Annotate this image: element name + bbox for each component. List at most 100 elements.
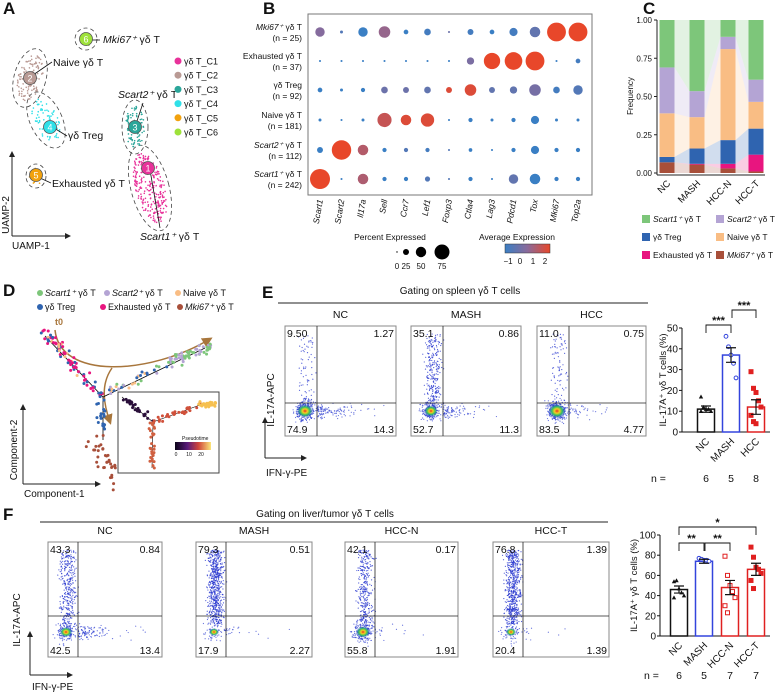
cell-dot xyxy=(54,135,56,138)
expression-dot xyxy=(483,52,501,70)
event-dot xyxy=(367,562,369,564)
y-tick-label: 0.75 xyxy=(636,54,652,63)
cell-dot xyxy=(137,195,140,197)
event-dot xyxy=(561,387,564,389)
event-dot xyxy=(58,607,61,609)
cell-dot xyxy=(58,129,61,131)
cell-dot xyxy=(35,100,38,103)
event-dot xyxy=(215,602,217,604)
event-dot xyxy=(519,590,521,593)
event-dot xyxy=(365,578,368,580)
event-dot xyxy=(428,360,430,362)
event-dot xyxy=(362,587,364,589)
event-dot xyxy=(363,577,365,579)
event-dot xyxy=(504,619,507,621)
event-dot xyxy=(431,378,434,380)
event-dot xyxy=(205,600,207,602)
event-dot xyxy=(337,417,339,420)
event-dot xyxy=(428,366,430,368)
cell-type: Naive γδ T xyxy=(53,57,104,69)
event-dot xyxy=(126,629,128,632)
event-dot xyxy=(444,404,446,406)
cell-dot xyxy=(136,171,138,174)
expression-dot xyxy=(403,29,409,35)
event-dot xyxy=(211,576,213,578)
event-dot xyxy=(75,580,77,582)
cell-dot xyxy=(38,78,40,80)
event-dot xyxy=(85,636,88,639)
event-dot xyxy=(435,365,437,367)
size-legend-tick: 50 xyxy=(417,262,426,271)
event-dot xyxy=(430,368,432,370)
event-dot xyxy=(212,617,215,619)
event-dot xyxy=(216,609,218,611)
event-dot xyxy=(223,561,226,564)
cell-dot xyxy=(159,185,161,188)
event-dot xyxy=(432,363,434,365)
event-dot xyxy=(66,550,68,552)
event-dot xyxy=(478,405,481,407)
event-dot xyxy=(73,587,76,589)
event-dot xyxy=(353,412,355,414)
cell-dot xyxy=(56,117,59,119)
annotation-line xyxy=(39,177,52,184)
event-dot xyxy=(208,605,210,608)
event-dot xyxy=(298,389,301,391)
event-dot xyxy=(213,574,215,576)
event-dot xyxy=(218,582,220,584)
cell-dot xyxy=(198,348,202,352)
cell-dot xyxy=(169,357,173,361)
expression-dot xyxy=(490,148,494,152)
event-dot xyxy=(221,623,223,625)
event-dot xyxy=(349,631,352,633)
cell-dot xyxy=(160,220,162,223)
flow-band xyxy=(735,49,749,141)
expression-dot xyxy=(554,176,559,182)
gene-label: Ccr7 xyxy=(398,198,411,218)
event-dot xyxy=(553,357,555,359)
category-label: NC xyxy=(656,178,674,196)
event-dot xyxy=(214,591,216,593)
gene-label: Lag3 xyxy=(484,198,497,219)
cell-dot xyxy=(153,220,156,223)
event-dot xyxy=(439,387,441,389)
event-dot xyxy=(434,395,436,397)
event-dot xyxy=(101,635,103,637)
event-dot xyxy=(547,407,549,410)
event-dot xyxy=(355,590,357,592)
event-dot xyxy=(321,416,323,418)
cell-dot xyxy=(184,410,188,414)
event-dot xyxy=(209,603,211,605)
cell-dot xyxy=(157,193,160,196)
event-dot xyxy=(606,407,608,409)
event-dot xyxy=(367,557,369,559)
event-dot xyxy=(301,418,303,421)
event-dot xyxy=(554,395,556,397)
event-dot xyxy=(211,590,213,592)
cell-dot xyxy=(160,216,162,219)
category-label: HCC-T xyxy=(733,178,762,207)
event-dot xyxy=(64,565,66,567)
event-dot xyxy=(306,345,308,347)
event-dot xyxy=(507,600,509,603)
event-dot xyxy=(210,604,212,607)
event-dot xyxy=(61,637,63,639)
event-dot xyxy=(354,636,356,638)
event-dot xyxy=(360,569,363,571)
cell-type: Naive γδ T xyxy=(727,232,768,242)
event-dot xyxy=(210,559,212,561)
cell-dot xyxy=(188,349,192,353)
stacked-bar-segment xyxy=(748,128,764,155)
event-dot xyxy=(517,609,520,611)
cell-dot xyxy=(155,167,158,169)
event-dot xyxy=(102,630,104,632)
cell-dot xyxy=(51,112,53,114)
cell-dot xyxy=(208,347,212,351)
event-dot xyxy=(438,385,440,388)
quadrant-lr-percent: 13.4 xyxy=(140,645,161,657)
event-dot xyxy=(317,408,320,410)
cell-dot xyxy=(134,161,136,164)
event-dot xyxy=(361,592,363,595)
